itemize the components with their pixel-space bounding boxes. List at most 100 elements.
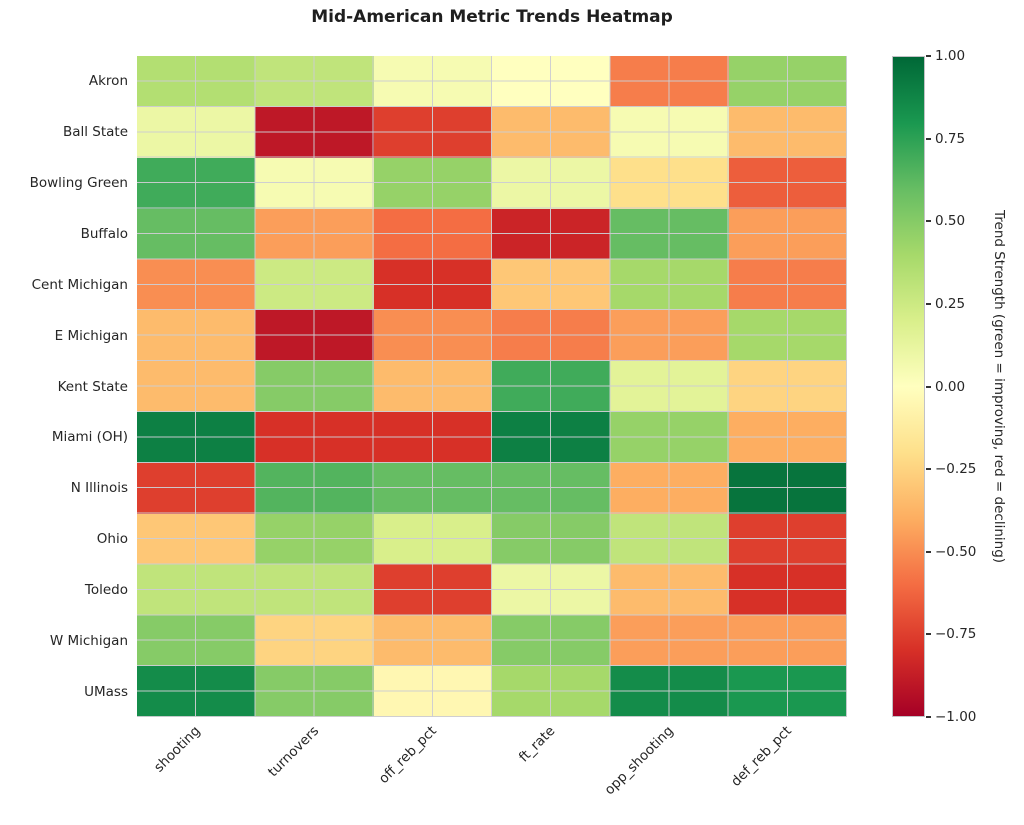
y-tick-label: Toledo: [84, 581, 128, 598]
heatmap-cell: [137, 56, 256, 107]
heatmap-cell: [492, 513, 611, 565]
heatmap-cell: [255, 310, 374, 362]
heatmap-cell: [728, 361, 847, 412]
heatmap-cell: [728, 106, 847, 158]
heatmap-cell: [137, 106, 256, 158]
heatmap-cell: [492, 106, 611, 158]
heatmap-cell: [610, 106, 729, 158]
heatmap-cell: [373, 310, 492, 362]
x-tick-label: ft_rate: [516, 723, 559, 766]
heatmap-cell: [255, 106, 374, 158]
y-tick-label: Cent Michigan: [31, 276, 128, 293]
heatmap-grid: [137, 56, 847, 717]
heatmap-cell: [610, 411, 729, 463]
heatmap-cell: [255, 361, 374, 412]
heatmap-cell: [728, 513, 847, 565]
heatmap-cell: [137, 208, 256, 260]
x-tick-label: off_reb_pct: [376, 723, 441, 787]
heatmap-cell: [373, 615, 492, 667]
heatmap-cell: [492, 157, 611, 209]
heatmap-cell: [728, 666, 847, 717]
heatmap-cell: [373, 411, 492, 463]
y-tick-label: UMass: [84, 683, 128, 700]
heatmap-cell: [492, 56, 611, 107]
heatmap-cell: [492, 615, 611, 667]
heatmap-cell: [373, 513, 492, 565]
colorbar-tick-mark: [926, 716, 931, 718]
heatmap-cell: [255, 56, 374, 107]
heatmap-cell: [373, 56, 492, 107]
heatmap-cell: [137, 513, 256, 565]
heatmap-cell: [255, 564, 374, 616]
colorbar-tick-mark: [926, 633, 931, 636]
heatmap-cell: [373, 208, 492, 260]
heatmap-cell: [492, 564, 611, 616]
colorbar-tick-label: 0.75: [935, 130, 966, 147]
y-tick-label: Miami (OH): [51, 429, 128, 446]
heatmap-cell: [373, 666, 492, 717]
y-tick-label: E Michigan: [54, 327, 128, 344]
heatmap-cell: [137, 361, 256, 412]
colorbar-tick-label: 0.25: [935, 295, 966, 312]
heatmap-cell: [137, 462, 256, 514]
heatmap-cell: [492, 259, 611, 311]
colorbar-tick-label: −1.00: [935, 709, 977, 725]
heatmap-cell: [610, 259, 729, 311]
heatmap-cell: [373, 361, 492, 412]
y-tick-label: Kent State: [57, 378, 128, 395]
heatmap-cell: [610, 513, 729, 565]
heatmap-cell: [373, 157, 492, 209]
heatmap-cell: [728, 56, 847, 107]
colorbar-tick-label: 0.50: [935, 213, 966, 230]
heatmap-cell: [492, 666, 611, 717]
y-tick-label: Bowling Green: [29, 175, 128, 192]
heatmap-cell: [728, 462, 847, 514]
x-tick-label: turnovers: [264, 723, 322, 781]
heatmap-cell: [610, 462, 729, 514]
heatmap-cell: [728, 615, 847, 667]
heatmap-cell: [492, 411, 611, 463]
heatmap-cell: [492, 208, 611, 260]
heatmap-cell: [255, 615, 374, 667]
heatmap-cell: [728, 157, 847, 209]
heatmap-cell: [137, 615, 256, 667]
heatmap-cell: [492, 310, 611, 362]
colorbar-tick-mark: [926, 468, 931, 471]
heatmap-cell: [255, 259, 374, 311]
x-tick-label: def_reb_pct: [728, 723, 796, 790]
heatmap-cell: [610, 361, 729, 412]
x-tick-label: shooting: [150, 723, 204, 776]
colorbar-tick-mark: [926, 385, 931, 388]
y-tick-label: Ohio: [96, 531, 128, 548]
heatmap-cell: [610, 615, 729, 667]
heatmap-cell: [728, 310, 847, 362]
colorbar-tick-mark: [926, 550, 931, 553]
heatmap-cell: [728, 259, 847, 311]
heatmap-cell: [373, 259, 492, 311]
colorbar-tick-mark: [926, 55, 931, 57]
x-tick-label: opp_shooting: [601, 723, 677, 799]
heatmap-cell: [137, 310, 256, 362]
heatmap-cell: [610, 157, 729, 209]
heatmap-cell: [255, 411, 374, 463]
heatmap-cell: [610, 208, 729, 260]
heatmap-cell: [137, 259, 256, 311]
heatmap-cell: [255, 208, 374, 260]
y-tick-label: Ball State: [62, 124, 128, 141]
heatmap-cell: [137, 666, 256, 717]
colorbar: [892, 56, 925, 717]
colorbar-tick-mark: [926, 302, 931, 305]
heatmap-cell: [610, 56, 729, 107]
heatmap-cell: [137, 411, 256, 463]
y-tick-label: Buffalo: [80, 225, 128, 242]
y-tick-label: N Illinois: [70, 480, 128, 497]
chart-title: Mid-American Metric Trends Heatmap: [311, 7, 673, 27]
heatmap-cell: [610, 310, 729, 362]
heatmap-cell: [492, 462, 611, 514]
heatmap-cell: [137, 157, 256, 209]
colorbar-tick-mark: [926, 220, 931, 223]
heatmap-cell: [610, 666, 729, 717]
heatmap-cell: [728, 411, 847, 463]
colorbar-tick-label: 0.00: [935, 378, 966, 395]
colorbar-tick-label: −0.50: [935, 543, 977, 560]
